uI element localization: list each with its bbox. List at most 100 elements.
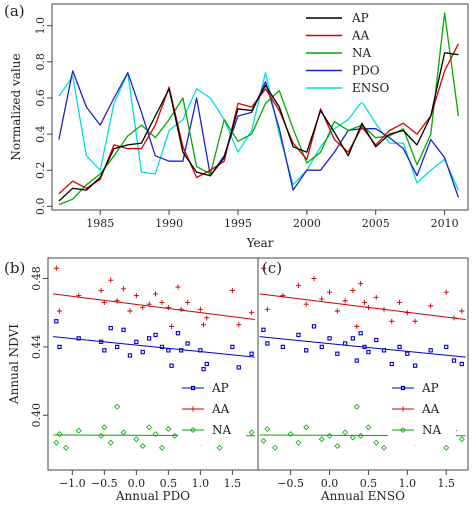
point-aa — [459, 308, 465, 314]
point-aa — [101, 299, 107, 306]
fit-line-aa — [259, 293, 466, 321]
point-aa — [178, 306, 184, 312]
panel-a-series — [58, 12, 460, 206]
panel-a-x-tick-label: 1995 — [224, 217, 252, 230]
panel-b-x-tick-label: 0.5 — [160, 477, 178, 490]
legend-label-na: NA — [422, 423, 442, 437]
point-na — [146, 424, 153, 431]
point-ap — [175, 331, 181, 336]
panel-c: (c) −0.5 0.0 0.5 1.0 1.5 Annual ENSO AP AA NA — [257, 257, 469, 503]
panel-a-y-tick-label: 0.2 — [34, 161, 47, 179]
point-aa — [114, 298, 120, 304]
point-ap — [459, 361, 464, 367]
point-ap — [198, 348, 203, 353]
point-ap — [166, 348, 171, 353]
point-ap — [444, 344, 449, 350]
point-ap — [54, 319, 59, 324]
point-na — [326, 432, 333, 439]
point-na — [216, 444, 223, 451]
panel-a-y-tick-label: 0.6 — [34, 89, 47, 107]
point-aa — [229, 287, 235, 294]
point-na — [295, 439, 302, 446]
point-na — [287, 431, 294, 438]
panel-a-legend-box — [300, 9, 420, 103]
point-na — [443, 444, 450, 451]
point-na — [56, 431, 63, 438]
panel-c-legend-box — [388, 380, 456, 445]
point-aa — [204, 315, 210, 321]
point-ap — [230, 344, 235, 350]
fit-line-ap — [53, 336, 255, 358]
point-ap — [236, 365, 241, 370]
point-ap — [134, 339, 139, 344]
point-ap — [362, 344, 367, 350]
panel-c-legend: AP AA NA — [388, 380, 456, 445]
point-na — [120, 429, 127, 436]
point-aa — [120, 286, 127, 292]
point-na — [373, 439, 380, 446]
point-aa — [303, 301, 309, 307]
point-na — [53, 439, 60, 446]
panel-a-y-tick-label: 0.8 — [34, 53, 47, 71]
point-ap — [249, 351, 254, 356]
point-ap — [169, 363, 174, 368]
point-ap — [140, 349, 145, 355]
point-na — [139, 443, 146, 450]
point-na — [98, 432, 105, 439]
panel-a-x-tick-label: 1990 — [155, 217, 183, 230]
panel-b-x-tick-label: 1.0 — [192, 477, 210, 490]
point-ap — [335, 351, 340, 356]
point-aa — [358, 281, 364, 287]
point-na — [248, 429, 255, 436]
legend-label-ap: AP — [421, 381, 439, 395]
point-aa — [361, 299, 368, 306]
point-na — [107, 439, 114, 446]
legend-label-aa: AA — [351, 29, 370, 43]
point-na — [349, 434, 356, 441]
legend-marker-ap — [400, 385, 406, 391]
panel-b-x-tick-label: −1.0 — [59, 477, 86, 490]
point-aa — [326, 289, 333, 295]
point-aa — [98, 287, 104, 294]
panel-a-legend: AP AA NA PDO ENSO — [300, 9, 420, 103]
point-aa — [159, 299, 165, 306]
point-aa — [443, 289, 449, 295]
panel-c-x-tick-label: −0.5 — [277, 477, 304, 490]
point-aa — [350, 287, 356, 294]
point-na — [114, 403, 121, 410]
point-aa — [127, 308, 133, 314]
panel-a-y-tick-label: 1.0 — [34, 17, 47, 35]
point-na — [75, 427, 82, 434]
legend-label-aa: AA — [421, 402, 440, 416]
legend-marker-ap — [190, 385, 196, 391]
point-na — [357, 432, 364, 439]
legend-label-ap: AP — [211, 381, 229, 395]
point-ap — [374, 337, 379, 343]
point-na — [458, 436, 465, 443]
legend-marker-aa — [190, 406, 196, 412]
legend-marker-aa — [400, 406, 406, 412]
panel-b-y-tick-label: 0.40 — [30, 403, 43, 428]
point-aa — [200, 322, 207, 328]
point-na — [342, 429, 349, 436]
point-na — [272, 444, 279, 451]
panel-a-frame — [51, 3, 469, 211]
panel-c-x-ticks: −0.5 0.0 0.5 1.0 1.5 — [277, 470, 455, 490]
point-ap — [159, 344, 165, 350]
panel-c-label: (c) — [262, 259, 282, 277]
panel-b-y-tick-label: 0.48 — [30, 266, 43, 291]
panel-b-y-ticks: 0.40 0.44 0.48 — [30, 266, 48, 428]
point-na — [303, 424, 310, 431]
point-ap — [304, 348, 309, 353]
point-ap — [201, 366, 206, 372]
panel-c-x-tick-label: 0.0 — [321, 477, 339, 490]
point-ap — [102, 348, 107, 353]
panel-a-x-tick-label: 1985 — [86, 217, 114, 230]
point-aa — [168, 323, 175, 329]
point-aa — [140, 304, 146, 311]
point-ap — [381, 348, 387, 353]
point-na — [101, 424, 108, 431]
panel-a-x-tick-label: 2005 — [362, 217, 390, 230]
panel-b-legend-box — [178, 380, 246, 445]
